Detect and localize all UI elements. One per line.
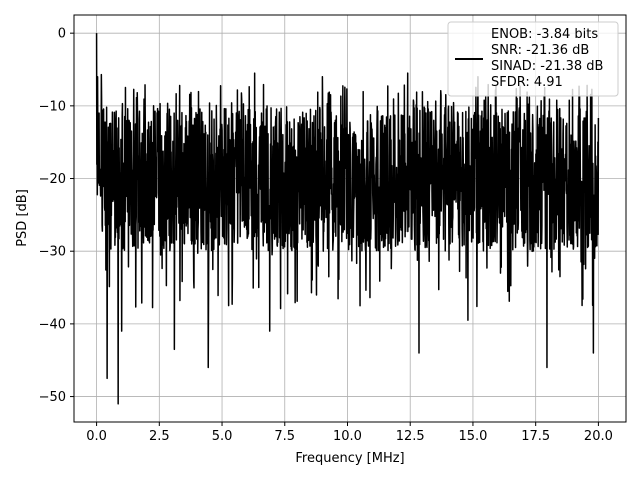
y-tick-label: −50: [39, 390, 66, 405]
legend: ENOB: -3.84 bits SNR: -21.36 dB SINAD: -…: [447, 21, 619, 97]
x-tick-label: 12.5: [396, 429, 425, 444]
y-tick-label: 0: [58, 27, 66, 42]
x-tick-label: 15.0: [458, 429, 487, 444]
legend-box: [447, 21, 619, 97]
legend-sinad: SINAD: -21.38 dB: [491, 59, 603, 74]
y-tick-label: −20: [39, 172, 66, 187]
x-tick-label: 17.5: [521, 429, 550, 444]
axes-frame: [73, 14, 627, 423]
plot-area: [95, 33, 600, 405]
psd-series-line: [95, 33, 600, 405]
y-axis-ticks: 0 −10 −20 −30 −40 −50: [39, 27, 74, 405]
x-tick-label: 2.5: [149, 429, 170, 444]
x-axis-label: Frequency [MHz]: [295, 451, 404, 466]
x-tick-label: 10.0: [333, 429, 362, 444]
legend-sfdr: SFDR: 4.91: [491, 75, 563, 90]
y-axis-label: PSD [dB]: [15, 189, 30, 247]
y-tick-label: −10: [39, 99, 66, 114]
y-tick-label: −40: [39, 317, 66, 332]
legend-enob: ENOB: -3.84 bits: [491, 27, 598, 42]
y-tick-label: −30: [39, 245, 66, 260]
x-tick-label: 5.0: [212, 429, 233, 444]
x-axis-ticks: 0.0 2.5 5.0 7.5 10.0 12.5 15.0 17.5 20.0: [86, 422, 613, 444]
x-tick-label: 20.0: [584, 429, 613, 444]
x-tick-label: 0.0: [86, 429, 107, 444]
legend-snr: SNR: -21.36 dB: [491, 43, 589, 58]
x-tick-label: 7.5: [274, 429, 295, 444]
